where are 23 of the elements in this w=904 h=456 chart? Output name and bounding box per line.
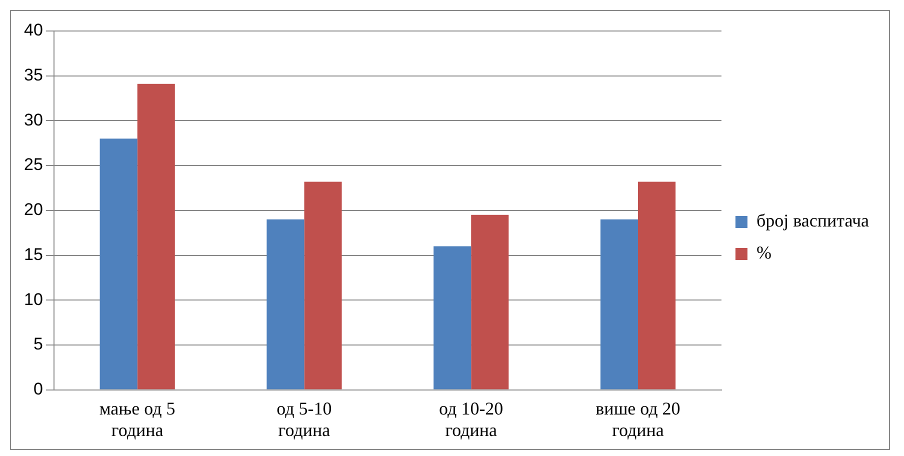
bar: [304, 182, 342, 390]
y-tick-label: 15: [24, 244, 43, 264]
y-tick-label: 30: [24, 110, 43, 130]
bar: [434, 246, 472, 390]
y-tick-label: 25: [24, 155, 43, 174]
x-tick-label: од 5-10 година: [276, 398, 332, 440]
y-tick-label: 35: [24, 66, 43, 85]
y-tick-label: 20: [24, 200, 43, 220]
y-tick-label: 10: [24, 290, 43, 309]
legend-label: %: [756, 242, 772, 263]
bar: [471, 214, 509, 390]
bar: [638, 182, 676, 390]
y-tick-label: 5: [33, 334, 43, 354]
x-tick-label: мање од 5 година: [99, 398, 176, 440]
bar: [100, 138, 138, 390]
bar: [266, 219, 304, 390]
bar: [137, 84, 175, 390]
legend-label: број васпитача: [756, 210, 870, 231]
bar: [600, 219, 638, 390]
x-tick-label: више од 20 година: [596, 398, 680, 440]
y-tick-label: 0: [33, 379, 43, 398]
x-tick-label: од 10-20 година: [439, 398, 504, 440]
y-tick-label: 40: [24, 20, 43, 40]
